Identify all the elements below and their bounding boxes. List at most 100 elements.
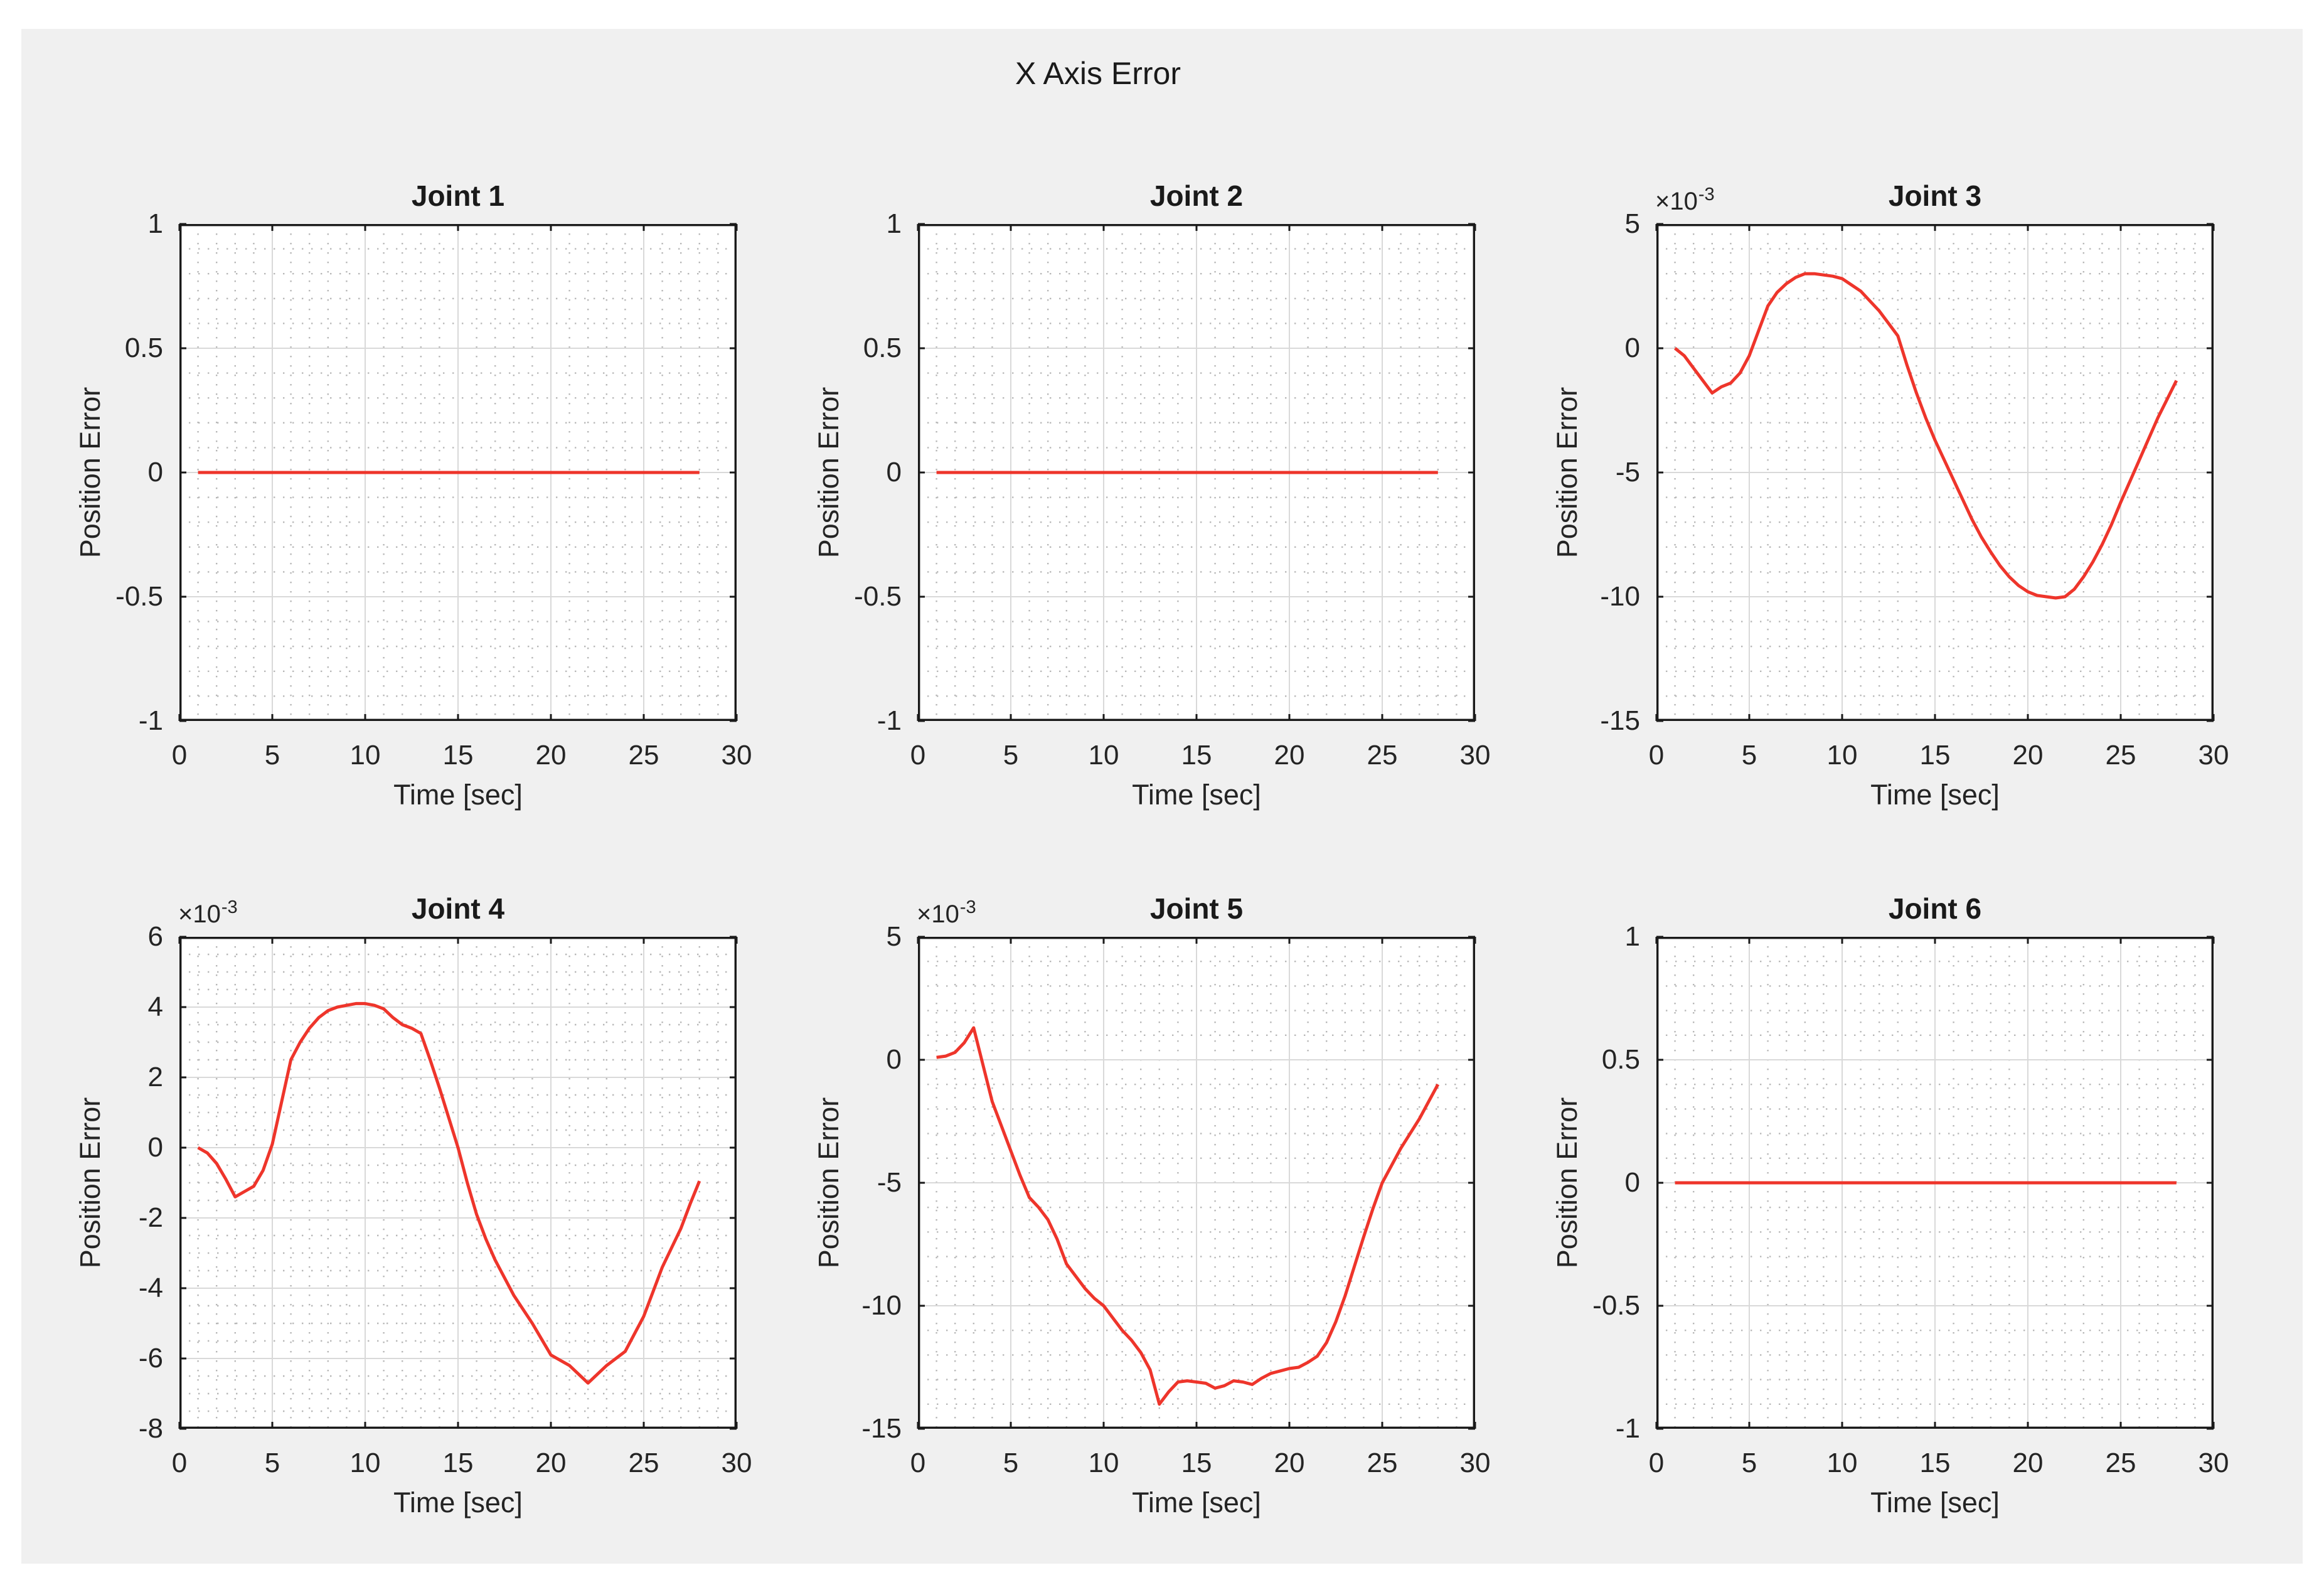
x-tick-label: 10 [1826,1448,1858,1478]
x-axis-label: Time [sec] [1132,1486,1261,1518]
x-axis-label: Time [sec] [393,1486,523,1518]
x-tick-label: 30 [2198,740,2229,771]
x-tick-label: 25 [2105,740,2136,771]
offset-base: ×10 [917,900,959,928]
y-tick-label: 1 [886,208,902,239]
y-tick-label: -10 [1600,581,1640,612]
x-tick-label: 0 [171,740,188,771]
x-tick-label: 0 [910,740,926,771]
x-axis-label: Time [sec] [393,779,523,811]
x-tick-label: 15 [1181,740,1212,771]
plot-area [917,223,1476,722]
x-tick-label: 25 [2105,1448,2136,1478]
y-tick-label: -6 [138,1343,163,1374]
y-tick-label: -10 [861,1290,902,1321]
x-tick-label: 25 [1367,740,1398,771]
y-tick-label: 4 [147,991,163,1022]
x-tick-label: 20 [1274,1448,1305,1478]
y-tick-label: 0 [886,457,902,488]
axes-border [179,224,737,721]
offset-base: ×10 [178,900,221,928]
y-tick-label: -4 [138,1273,163,1303]
x-tick-label: 15 [442,1448,474,1478]
offset-base: ×10 [1655,188,1698,215]
y-tick-label: 5 [886,921,902,952]
y-tick-label: -0.5 [854,581,902,612]
x-tick-label: 0 [1648,740,1665,771]
y-tick-label: 0 [147,1132,163,1163]
y-tick-label: 0 [886,1044,902,1075]
grid-minor [918,224,1475,721]
y-tick-label: -0.5 [115,581,163,612]
x-tick-label: 25 [628,740,659,771]
x-tick-label: 0 [171,1448,188,1478]
figure-title: X Axis Error [1015,56,1181,91]
x-tick-label: 5 [264,1448,280,1478]
y-tick-label: 0.5 [863,333,902,363]
plot-area [178,223,738,722]
y-tick-label: 0 [1624,1167,1640,1198]
subplot-title: Joint 3 [1888,179,1982,212]
x-tick-label: 30 [721,1448,752,1478]
y-tick-label: 1 [1624,921,1640,952]
figure-canvas: X Axis Error Joint 1 Position Error -1 -0.5… [21,29,2303,1564]
offset-exponent: -3 [959,897,976,917]
y-tick-label: 5 [1624,208,1640,239]
subplot-title: Joint 5 [1149,892,1244,925]
x-axis-label: Time [sec] [1870,1486,2000,1518]
plot-area [178,936,738,1430]
x-tick-label: 30 [2198,1448,2229,1478]
grid-minor [179,224,737,721]
y-tick-label: 0 [1624,333,1640,363]
y-tick-label: 0.5 [1601,1044,1640,1075]
y-tick-label: -8 [138,1413,163,1444]
y-axis-offset-label: ×10-3 [917,897,976,929]
x-tick-label: 20 [2012,740,2044,771]
x-tick-label: 5 [1003,740,1019,771]
x-tick-label: 15 [1919,1448,1951,1478]
axes-border [918,937,1475,1429]
x-tick-label: 30 [721,740,752,771]
x-tick-label: 5 [1741,740,1757,771]
offset-exponent: -3 [1698,184,1715,205]
x-tick-label: 20 [2012,1448,2044,1478]
x-axis-label: Time [sec] [1132,779,1261,811]
x-tick-label: 10 [349,740,381,771]
y-tick-label: 6 [147,921,163,952]
grid-minor [1656,224,2214,721]
axes-border [918,224,1475,721]
x-tick-label: 25 [628,1448,659,1478]
error-line-joint-3 [1674,272,2178,600]
x-tick-label: 30 [1459,1448,1491,1478]
y-tick-label: -15 [861,1413,902,1444]
axes-border [179,937,737,1429]
x-tick-label: 0 [910,1448,926,1478]
y-tick-label: -5 [1615,457,1640,488]
x-tick-label: 10 [1088,1448,1119,1478]
plot-area [917,936,1476,1430]
y-axis-offset-label: ×10-3 [1655,184,1715,216]
y-tick-label: 0.5 [124,333,163,363]
axes-border [1656,224,2214,721]
subplot-title: Joint 6 [1888,892,1982,925]
x-tick-label: 25 [1367,1448,1398,1478]
x-tick-label: 10 [1088,740,1119,771]
error-line-joint-5 [936,1026,1439,1406]
y-tick-label: -2 [138,1202,163,1233]
x-tick-label: 15 [1181,1448,1212,1478]
x-axis-label: Time [sec] [1870,779,2000,811]
plot-area [1655,223,2215,722]
grid-major [1656,224,2214,721]
y-tick-label: 0 [147,457,163,488]
y-tick-label: -5 [877,1167,902,1198]
y-tick-label: 1 [147,208,163,239]
y-tick-label: -1 [1615,1413,1640,1444]
grid-minor [179,937,737,1429]
x-tick-label: 10 [1826,740,1858,771]
subplot-title: Joint 1 [411,179,505,212]
y-tick-label: 2 [147,1062,163,1092]
y-axis-label: Position Error [74,1097,106,1269]
x-tick-label: 30 [1459,740,1491,771]
x-tick-label: 15 [1919,740,1951,771]
y-tick-label: -1 [138,705,163,736]
